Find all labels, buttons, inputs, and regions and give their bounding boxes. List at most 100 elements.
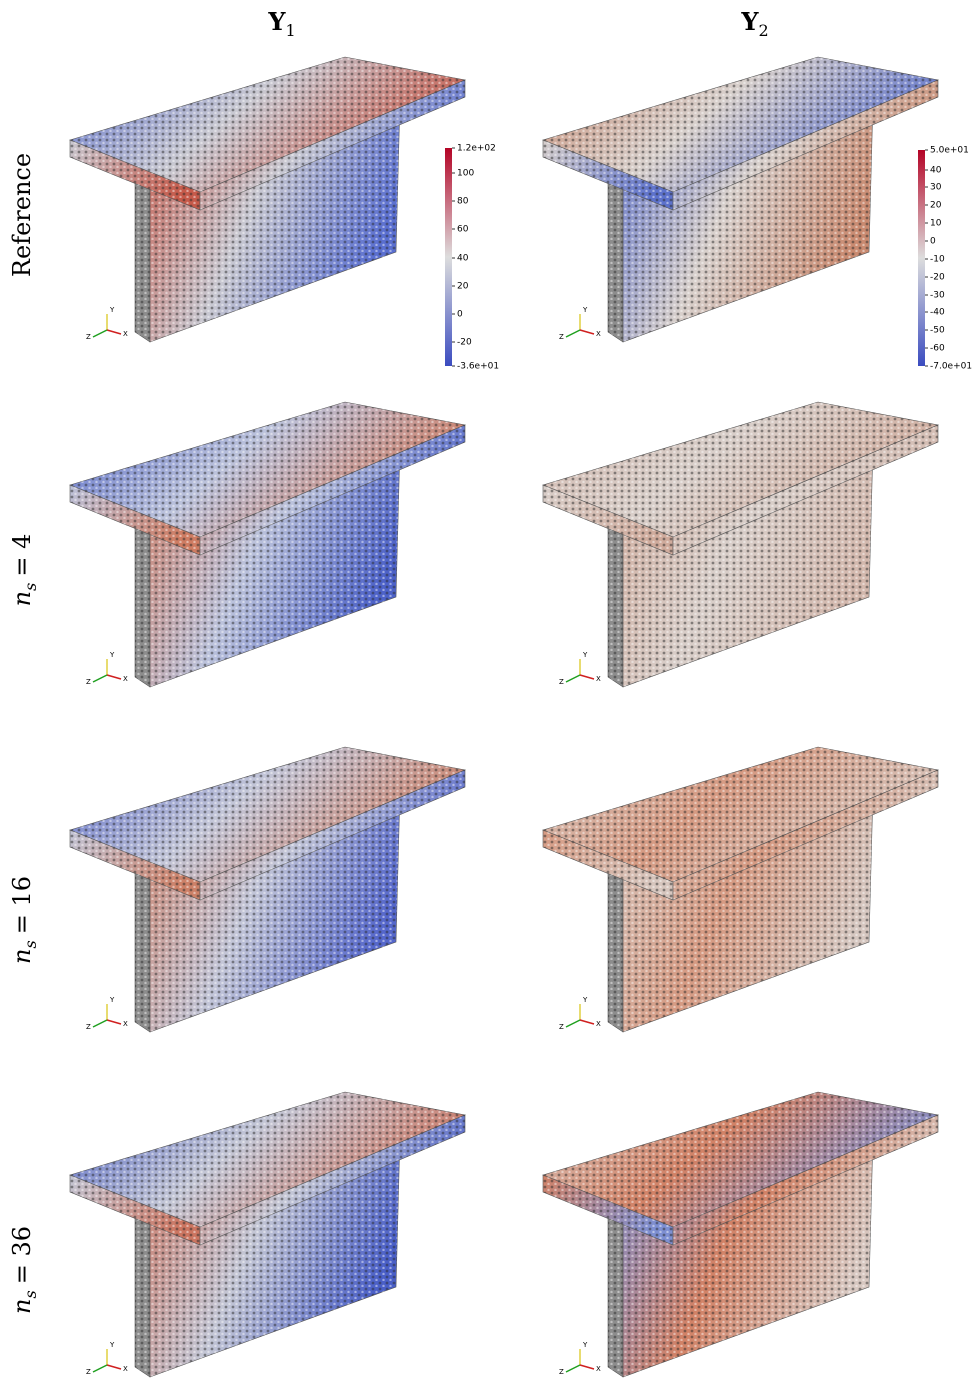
panel: Y X Z [543,747,938,1032]
triad-label: Y [582,996,588,1004]
triad-label: Z [559,333,564,341]
triad-x [580,1365,594,1369]
colorbar-label: -3.6e+01 [457,362,499,372]
triad-label: Z [86,678,91,686]
triad-x [107,330,121,334]
triad-label: X [123,675,128,683]
beam-web-end-texture [135,178,150,342]
colorbar-label: 100 [457,169,474,179]
triad-label: X [596,1365,601,1373]
header-subscript: 1 [285,21,295,40]
colorbar-label: 5.0e+01 [930,146,969,156]
triad-z [566,1365,580,1372]
beam-web-end-texture [135,523,150,687]
colorbar-label: -10 [930,255,945,265]
row-variable: n [8,949,36,964]
triad-x [580,1020,594,1024]
colorbar-label: 0 [457,310,463,320]
triad-z [566,330,580,337]
colorbar-label: -20 [930,273,945,283]
colorbar [918,150,925,366]
triad-label: Y [582,306,588,314]
panel: Y X Z [70,57,465,342]
triad-label: Z [86,1023,91,1031]
beam-web-end-texture [608,523,623,687]
axis-triad: Y X Z [559,1341,601,1376]
header-symbol: Y [267,7,286,36]
triad-label: Z [559,678,564,686]
triad-z [93,675,107,682]
colorbar [445,148,452,366]
triad-label: Z [86,1368,91,1376]
row-variable: n [8,1299,36,1314]
axis-triad: Y X Z [559,996,601,1031]
colorbar-label: 1.2e+02 [457,144,496,154]
triad-label: X [596,1020,601,1028]
panel: Y X Z [70,747,465,1032]
figure: Y1Y2Referencens= 4ns= 16ns= 36YXZYXZYXZY… [0,0,974,1382]
colorbar-label: -7.0e+01 [930,362,972,372]
triad-x [580,675,594,679]
triad-label: Z [86,333,91,341]
triad-label: X [123,1365,128,1373]
triad-x [107,675,121,679]
colorbar-label: -20 [457,338,472,348]
beam-web-end-texture [135,868,150,1032]
axis-triad: Y X Z [559,651,601,686]
colorbar-label: 10 [930,219,942,229]
axis-triad: Y X Z [559,306,601,341]
triad-x [580,330,594,334]
row-label: ns= 36 [8,1226,40,1314]
colorbar-label: 0 [930,237,936,247]
row-subscript: s [21,1290,40,1298]
colorbar-label: -30 [930,291,945,301]
panel: Y X Z [543,57,938,342]
axis-triad: Y X Z [86,996,128,1031]
triad-label: Y [109,306,115,314]
triad-label: X [596,330,601,338]
beam-web-end-texture [608,868,623,1032]
axis-triad: Y X Z [86,1341,128,1376]
triad-label: Y [109,996,115,1004]
colorbar-label: -60 [930,344,945,354]
axis-triad: Y X Z [86,306,128,341]
beam-web-end-texture [608,1213,623,1377]
panel: Y X Z [70,402,465,687]
triad-label: X [596,675,601,683]
row-label: ns = 4 [8,534,40,607]
triad-z [93,1365,107,1372]
triad-label: Y [582,1341,588,1349]
colorbar-label: 40 [930,166,942,176]
triad-z [93,1020,107,1027]
panel: Y X Z [543,1092,938,1377]
colorbar-label: 20 [457,282,469,292]
triad-label: Z [559,1023,564,1031]
panel: Y X Z [70,1092,465,1377]
row-relation: = 4 [8,534,36,577]
triad-x [107,1020,121,1024]
triad-label: Y [582,651,588,659]
header-symbol: Y [740,7,759,36]
colorbar-label: 40 [457,254,469,264]
triad-label: Y [109,651,115,659]
beam-web-end-texture [608,178,623,342]
column-header: Y2 [740,7,768,40]
triad-label: X [123,1020,128,1028]
column-header: Y1 [267,7,295,40]
row-subscript: s [21,583,40,591]
panel: Y X Z [543,402,938,687]
triad-label: Z [559,1368,564,1376]
row-relation: = 16 [8,876,36,934]
colorbar-label: 30 [930,183,942,193]
triad-z [566,675,580,682]
row-variable: n [8,591,36,606]
colorbar-label: 20 [930,201,942,211]
row-label: Reference [8,153,36,277]
row-subscript: s [21,940,40,948]
header-subscript: 2 [758,21,768,40]
triad-label: Y [109,1341,115,1349]
triad-z [566,1020,580,1027]
triad-label: X [123,330,128,338]
axis-triad: Y X Z [86,651,128,686]
row-label: ns = 16 [8,876,40,964]
